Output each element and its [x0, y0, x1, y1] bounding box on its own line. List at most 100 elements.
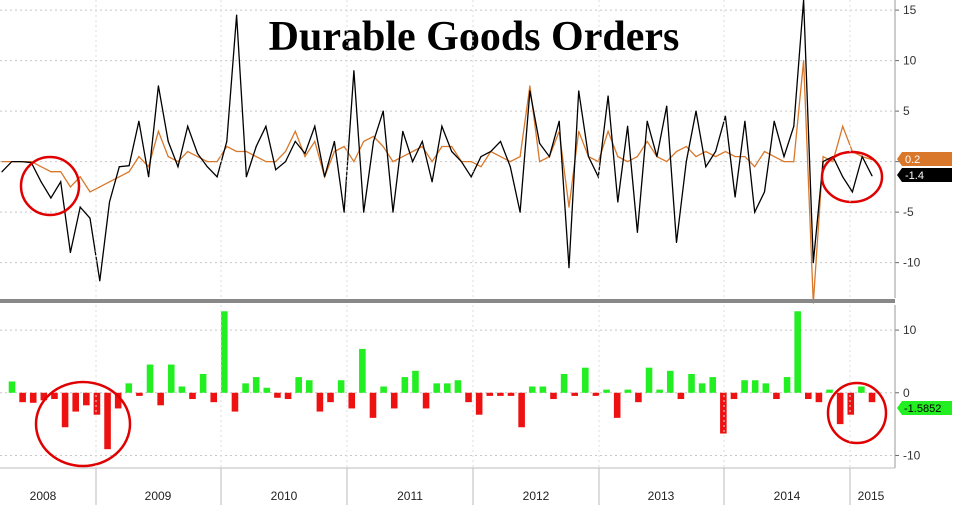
black-series-point: [724, 115, 726, 117]
bar: [847, 392, 855, 415]
series-line-black: [1, 0, 873, 281]
bar: [730, 392, 738, 400]
bar: [104, 392, 111, 450]
orange-series-point: [578, 130, 580, 132]
bar: [454, 380, 462, 393]
last-value-tag-black: -1.4: [897, 168, 952, 182]
black-series-point: [666, 105, 668, 107]
highlight-circle-2008-upper: [19, 155, 81, 217]
orange-series-point: [519, 155, 521, 158]
black-series-point: [421, 140, 423, 143]
black-series-point: [714, 150, 717, 153]
bar: [868, 392, 876, 403]
orange-series-point: [372, 135, 375, 137]
bar: [348, 392, 356, 409]
orange-series-point: [431, 161, 433, 163]
black-series-point: [578, 90, 580, 92]
bar: [284, 392, 292, 400]
bar: [709, 377, 717, 393]
orange-series-point: [793, 161, 795, 163]
black-series-point: [304, 152, 306, 155]
highlight-circle-2015-lower: [826, 381, 888, 445]
black-series-point: [206, 166, 208, 168]
last-value-black-label: -1.4: [905, 170, 924, 182]
orange-series-point: [558, 130, 560, 132]
black-series-point: [314, 125, 316, 127]
black-series-point: [646, 120, 648, 122]
upper-panel: 151050-5-10 0.2 -1.4 Durable Goods Order…: [0, 0, 952, 304]
black-series-point: [861, 155, 863, 158]
last-value-tag-green: -1.5852: [897, 401, 952, 415]
black-series-point: [50, 197, 52, 199]
bar: [815, 392, 823, 403]
orange-series-point: [148, 166, 150, 168]
orange-series-point: [773, 155, 775, 158]
black-series-point: [568, 267, 570, 269]
lower-panel: 10 0 -10 -1.5852: [0, 305, 952, 468]
upper-tick-label: 5: [903, 104, 910, 118]
bar: [412, 370, 419, 393]
black-series-point: [793, 125, 795, 127]
bar: [231, 392, 239, 412]
black-series-point: [363, 211, 365, 213]
black-series-point: [128, 165, 130, 167]
black-series-point: [108, 201, 111, 203]
bar: [157, 392, 164, 406]
black-series-point: [216, 176, 218, 178]
orange-series-point: [411, 150, 414, 153]
black-series-point: [539, 142, 541, 145]
orange-series-point: [402, 155, 404, 158]
orange-series-point: [187, 150, 189, 153]
orange-series-point: [744, 155, 746, 158]
orange-series-point: [40, 166, 42, 168]
lower-y-axis: 10 0 -10: [894, 305, 921, 468]
bar: [167, 364, 175, 393]
black-series-point: [20, 161, 23, 163]
orange-series-point: [138, 155, 140, 158]
orange-series-point: [783, 161, 785, 163]
bar: [465, 392, 472, 403]
black-series-point: [587, 155, 590, 158]
bar: [337, 380, 345, 393]
bar: [178, 386, 186, 393]
bar: [305, 380, 313, 393]
bar: [836, 392, 844, 425]
bar: [433, 383, 440, 393]
orange-series-point: [275, 161, 277, 163]
bar: [252, 377, 260, 393]
orange-series-point: [734, 155, 736, 158]
orange-series-point: [763, 150, 766, 153]
orange-series-point: [363, 140, 365, 143]
bar: [720, 392, 727, 434]
orange-series-point: [568, 206, 570, 208]
black-series-point: [196, 152, 199, 155]
bar: [635, 392, 642, 403]
orange-series-point: [607, 130, 609, 132]
orange-series-point: [226, 145, 228, 148]
bar: [783, 377, 791, 393]
bar: [613, 392, 621, 418]
bar: [666, 370, 674, 393]
bar: [592, 392, 600, 396]
orange-series-point: [353, 161, 355, 163]
black-series-point: [99, 280, 101, 282]
lower-tick-label: 10: [903, 323, 917, 337]
bar: [93, 392, 101, 415]
x-label-2011: 2011: [397, 489, 423, 503]
black-series-point: [499, 140, 502, 143]
bar: [603, 389, 610, 393]
orange-series-point: [627, 161, 629, 163]
orange-series-point: [480, 166, 482, 168]
bar: [518, 392, 525, 428]
black-series-point: [382, 110, 384, 112]
bar: [189, 392, 196, 400]
black-series-point: [333, 140, 335, 143]
black-series-point: [734, 196, 736, 198]
black-series-point: [294, 140, 296, 143]
orange-series-point: [60, 171, 62, 173]
bar: [475, 392, 483, 415]
black-series-point: [480, 155, 482, 158]
orange-series-point: [255, 155, 257, 158]
black-series-point: [783, 155, 785, 158]
bar: [497, 392, 504, 396]
